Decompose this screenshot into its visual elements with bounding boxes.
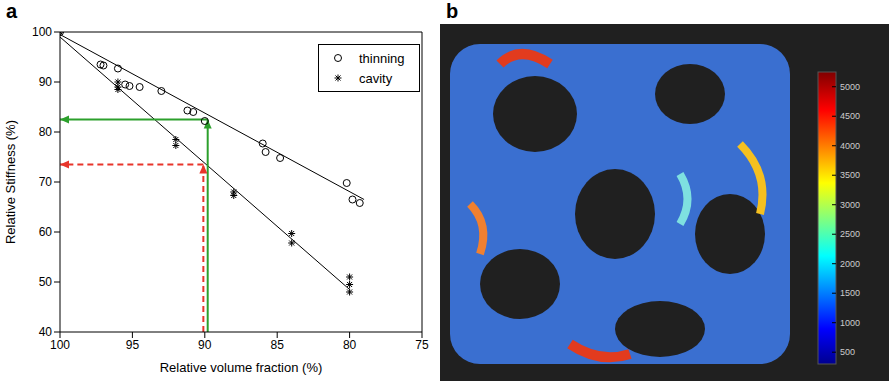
svg-text:2500: 2500 <box>840 229 860 239</box>
svg-text:Relative volume fraction (%): Relative volume fraction (%) <box>160 360 323 375</box>
svg-text:1500: 1500 <box>840 288 860 298</box>
svg-text:40: 40 <box>39 325 53 339</box>
svg-text:3500: 3500 <box>840 170 860 180</box>
svg-text:85: 85 <box>271 338 285 352</box>
svg-text:4000: 4000 <box>840 141 860 151</box>
svg-text:90: 90 <box>198 338 212 352</box>
svg-text:500: 500 <box>840 347 855 357</box>
svg-text:95: 95 <box>126 338 140 352</box>
svg-text:70: 70 <box>39 175 53 189</box>
svg-text:Relative Stiffness (%): Relative Stiffness (%) <box>3 120 18 244</box>
svg-text:75: 75 <box>415 338 429 352</box>
svg-text:80: 80 <box>343 338 357 352</box>
svg-text:4500: 4500 <box>840 111 860 121</box>
svg-text:100: 100 <box>32 25 52 39</box>
svg-text:100: 100 <box>50 338 70 352</box>
html-text:thinning: thinning <box>359 50 405 66</box>
svg-text:90: 90 <box>39 75 53 89</box>
html-text:a: a <box>6 0 18 22</box>
html-text:b: b <box>446 0 459 22</box>
svg-text:5000: 5000 <box>840 82 860 92</box>
html-text:cavity: cavity <box>359 70 393 86</box>
svg-text:60: 60 <box>39 225 53 239</box>
svg-text:3000: 3000 <box>840 200 860 210</box>
svg-text:50: 50 <box>39 275 53 289</box>
svg-text:2000: 2000 <box>840 259 860 269</box>
svg-text:1000: 1000 <box>840 318 860 328</box>
svg-text:80: 80 <box>39 125 53 139</box>
